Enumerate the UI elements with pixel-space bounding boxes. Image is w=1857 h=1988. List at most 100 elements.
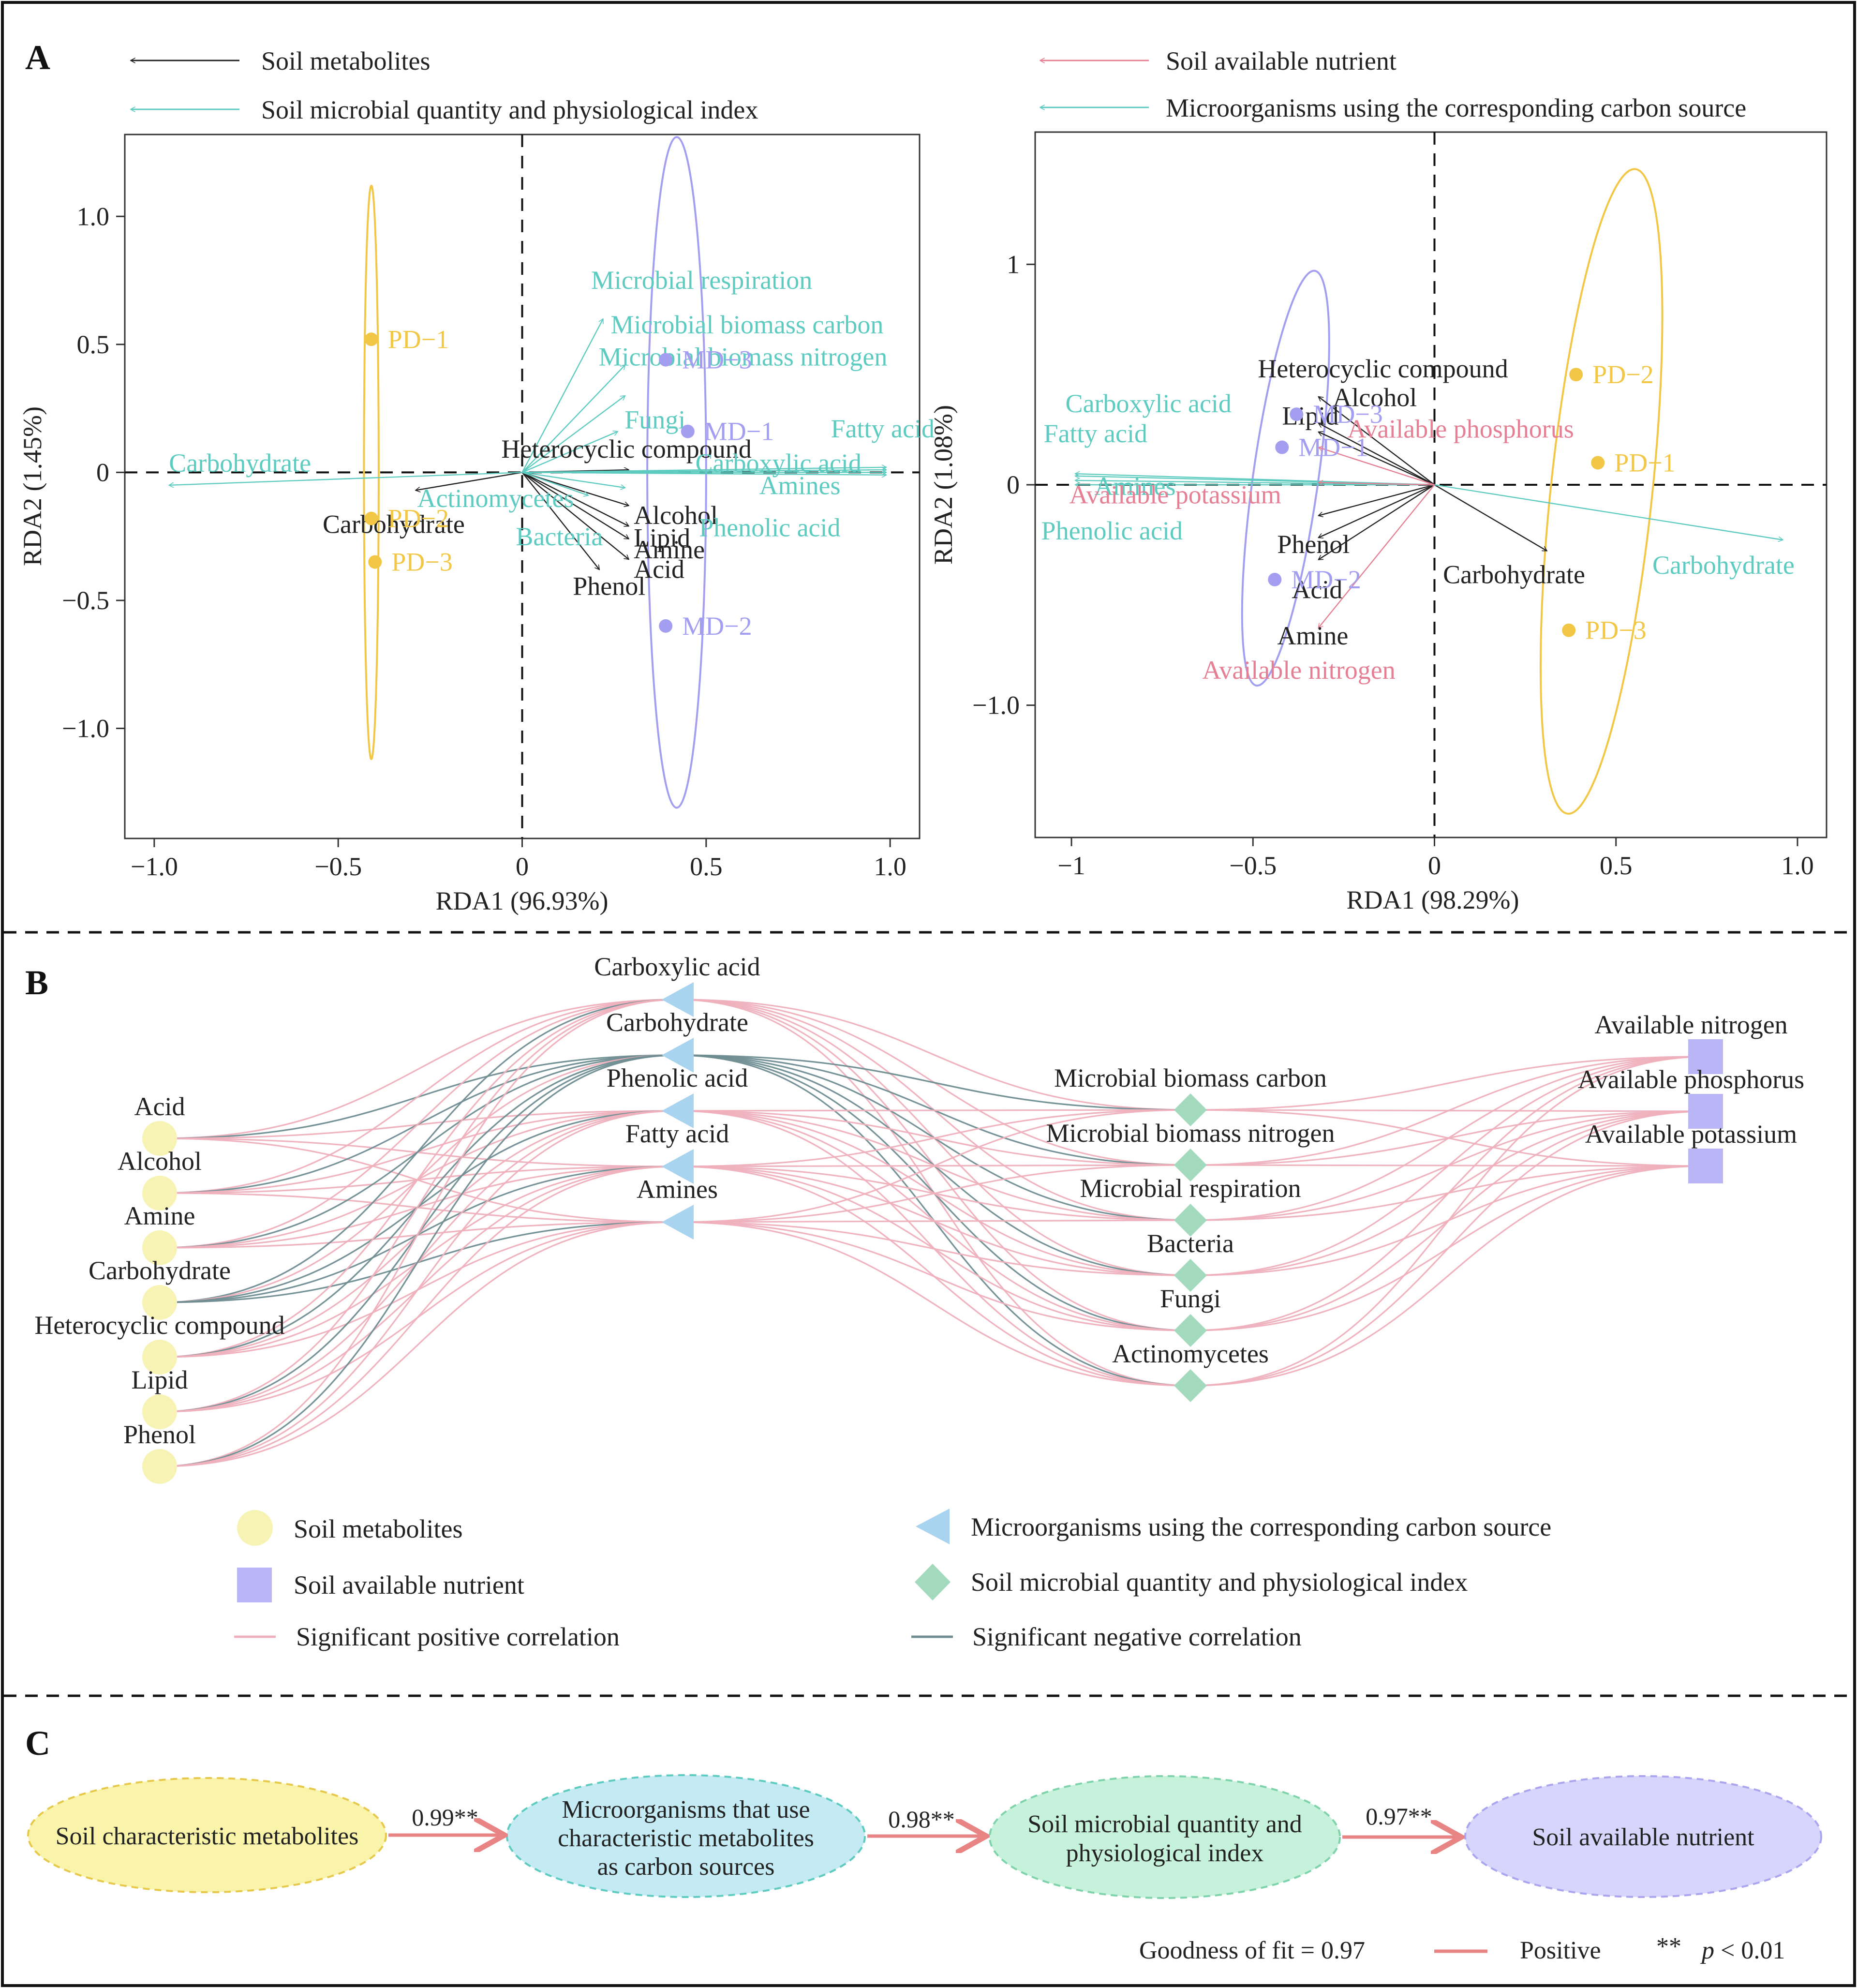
metabolite-node	[142, 1285, 177, 1320]
confidence-ellipse	[1539, 168, 1664, 815]
legend-diamond-microbial-index	[915, 1564, 951, 1600]
correlation-edge	[1190, 1110, 1706, 1387]
legend-triangle-carbon-source	[916, 1509, 950, 1544]
correlation-edge	[159, 1221, 678, 1467]
goodness-of-fit: Goodness of fit = 0.97	[1139, 1937, 1365, 1964]
correlation-edge	[159, 999, 678, 1413]
legend-label: Microorganisms using the corresponding c…	[971, 1512, 1551, 1541]
correlation-edge	[1190, 1056, 1706, 1387]
loading-arrow	[521, 365, 625, 473]
arrow-label: Amine	[1277, 621, 1348, 650]
path-coefficient: 0.97**	[1366, 1803, 1432, 1830]
correlation-edge	[159, 1166, 678, 1467]
sample-label: PD−2	[388, 504, 449, 533]
microbial-index-node	[1174, 1149, 1207, 1181]
correlation-edge	[677, 1109, 1191, 1167]
carbon-source-node	[662, 982, 694, 1017]
sample-point	[1562, 623, 1576, 637]
loading-arrow	[1434, 484, 1547, 552]
path-node-label: Microorganisms that use	[562, 1796, 810, 1824]
legend-label: Soil microbial quantity and physiologica…	[261, 95, 758, 124]
correlation-edge	[677, 1221, 1191, 1276]
path-coefficient: 0.98**	[888, 1806, 955, 1833]
x-tick-label: 0	[1428, 851, 1441, 880]
microbial-index-node	[1174, 1204, 1207, 1237]
arrow-label: Amines	[1095, 472, 1176, 501]
correlation-edge	[677, 1109, 1191, 1112]
correlation-edge	[159, 999, 678, 1358]
y-tick-label: −1.0	[62, 714, 109, 743]
x-axis-label: RDA1 (96.93%)	[436, 886, 609, 915]
x-tick-label: −0.5	[314, 852, 362, 881]
microbial-index-label: Microbial respiration	[1080, 1174, 1301, 1203]
path-node-microbial-index	[989, 1775, 1341, 1899]
significance-mark: **	[1656, 1933, 1681, 1960]
microbial-index-node	[1174, 1093, 1207, 1126]
positive-legend-label: Positive	[1520, 1937, 1601, 1964]
sample-label: MD−1	[1298, 433, 1368, 462]
microbial-index-label: Fungi	[1160, 1284, 1221, 1313]
metabolite-node	[142, 1340, 177, 1375]
path-node-label: as carbon sources	[597, 1853, 775, 1881]
sample-point	[1290, 407, 1304, 421]
sample-label: PD−3	[391, 548, 452, 577]
metabolite-node	[142, 1121, 177, 1156]
sample-label: PD−1	[388, 325, 449, 354]
carbon-source-node	[662, 1093, 694, 1128]
metabolite-node	[142, 1394, 177, 1429]
p-threshold: < 0.01	[1714, 1937, 1785, 1964]
y-tick-label: 0	[96, 458, 109, 487]
sample-label: MD−2	[1291, 565, 1361, 594]
loading-arrow	[522, 472, 625, 488]
path-node-label: Soil available nutrient	[1532, 1824, 1754, 1851]
microbial-index-label: Microbial biomass nitrogen	[1046, 1119, 1335, 1148]
x-tick-label: 0.5	[690, 852, 723, 881]
correlation-edge	[1190, 1056, 1706, 1111]
x-tick-label: 0.5	[1600, 851, 1633, 880]
microbial-index-label: Actinomycetes	[1112, 1339, 1269, 1368]
legend-label: Soil available nutrient	[294, 1570, 524, 1599]
arrow-label: Carbohydrate	[1652, 551, 1795, 580]
sample-point	[1268, 572, 1282, 586]
path-coefficient: 0.99**	[412, 1804, 478, 1831]
sample-label: MD−1	[704, 417, 774, 446]
arrow-label: Available phosphorus	[1347, 415, 1574, 444]
loading-arrow	[521, 472, 629, 526]
arrow-label: Amine	[634, 535, 705, 564]
y-tick-label: −1.0	[972, 691, 1020, 720]
path-node-metabolites	[27, 1777, 387, 1893]
microbial-index-label: Bacteria	[1147, 1229, 1234, 1258]
carbon-source-label: Carboxylic acid	[594, 952, 760, 981]
carbon-source-label: Phenolic acid	[607, 1063, 748, 1092]
y-tick-label: 0.5	[77, 330, 110, 359]
legend-label: Soil microbial quantity and physiologica…	[971, 1568, 1468, 1597]
loading-arrow	[1318, 432, 1435, 486]
sample-point	[368, 555, 382, 569]
correlation-edge	[677, 1221, 1191, 1331]
path-node-label: Soil characteristic metabolites	[56, 1823, 359, 1850]
correlation-edge	[677, 1221, 1191, 1387]
sample-label: MD−2	[682, 612, 752, 641]
arrow-label: Microbial biomass nitrogen	[598, 343, 887, 372]
correlation-edge	[1190, 1056, 1706, 1166]
arrow-label: Carbohydrate	[1443, 560, 1585, 589]
p-symbol: p	[1700, 1937, 1714, 1964]
arrow-label: Carbohydrate	[323, 509, 465, 538]
loading-arrow	[1318, 484, 1435, 560]
metabolite-label: Heterocyclic compound	[34, 1311, 284, 1340]
y-tick-label: 1.0	[77, 202, 110, 231]
arrow-label: Microbial biomass carbon	[610, 310, 883, 339]
microbial-index-node	[1174, 1369, 1207, 1402]
loading-arrow	[1318, 484, 1435, 516]
correlation-edge	[159, 1110, 678, 1467]
correlation-edge	[1190, 1056, 1706, 1276]
arrow-label: Bacteria	[516, 522, 603, 551]
arrow-label: Heterocyclic compound	[501, 434, 751, 463]
loading-arrow	[1318, 448, 1435, 486]
arrow-label: Available nitrogen	[1202, 656, 1395, 685]
y-tick-label: 0	[1007, 470, 1020, 499]
loading-arrow	[521, 395, 625, 473]
x-tick-label: 1.0	[874, 852, 906, 881]
loading-arrow	[522, 472, 887, 475]
microbial-index-node	[1174, 1314, 1207, 1347]
